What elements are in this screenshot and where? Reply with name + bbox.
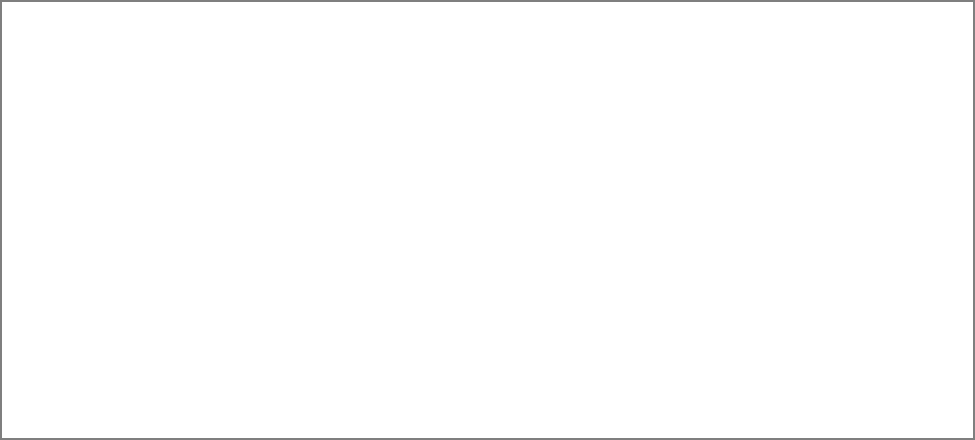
line-chart	[2, 2, 975, 440]
chart-window	[0, 0, 975, 440]
